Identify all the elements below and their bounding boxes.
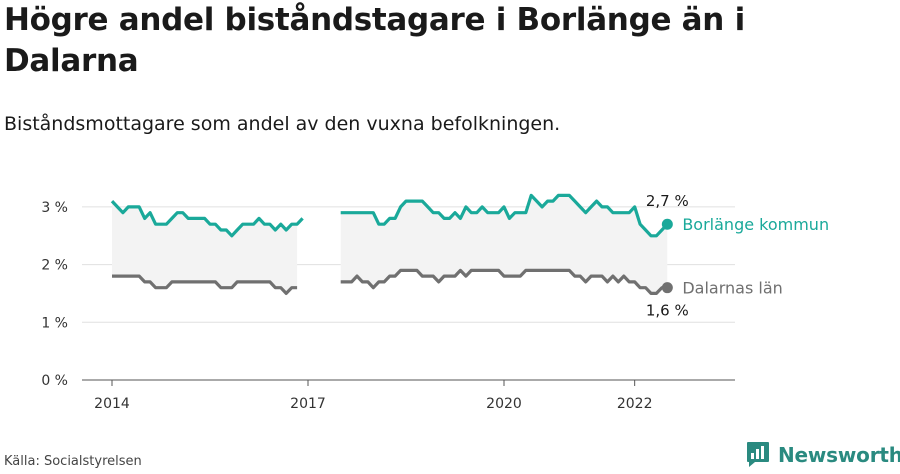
y-tick-label: 2 % bbox=[41, 258, 68, 274]
y-tick-label: 3 % bbox=[41, 200, 68, 216]
range-band bbox=[112, 201, 298, 294]
x-tick-label: 2020 bbox=[486, 396, 522, 412]
brand-logo: Newsworthy bbox=[746, 441, 900, 468]
chart-title: Högre andel biståndstagare i Borlänge än… bbox=[4, 2, 745, 79]
y-tick-label: 0 % bbox=[41, 373, 68, 389]
x-tick-label: 2014 bbox=[94, 396, 130, 412]
end-point-borlange bbox=[661, 218, 673, 230]
y-tick-label: 1 % bbox=[41, 315, 68, 331]
value-label-dalarna: 1,6 % bbox=[646, 302, 689, 320]
end-point-dalarna bbox=[661, 282, 673, 294]
range-band bbox=[340, 195, 668, 294]
value-label-borlange: 2,7 % bbox=[646, 192, 689, 210]
legend-label-dalarna: Dalarnas län bbox=[682, 279, 782, 298]
source-note: Källa: Socialstyrelsen bbox=[4, 454, 142, 469]
x-tick-label: 2017 bbox=[290, 396, 326, 412]
legend-label-borlange: Borlänge kommun bbox=[682, 215, 829, 234]
chart-subtitle: Biståndsmottagare som andel av den vuxna… bbox=[4, 113, 561, 135]
series-line-dalarna bbox=[112, 268, 668, 295]
newsworthy-logo-icon bbox=[747, 442, 769, 467]
brand-name: Newsworthy bbox=[778, 442, 900, 467]
x-tick-label: 2022 bbox=[617, 396, 653, 412]
series-line-borlange bbox=[110, 193, 669, 238]
